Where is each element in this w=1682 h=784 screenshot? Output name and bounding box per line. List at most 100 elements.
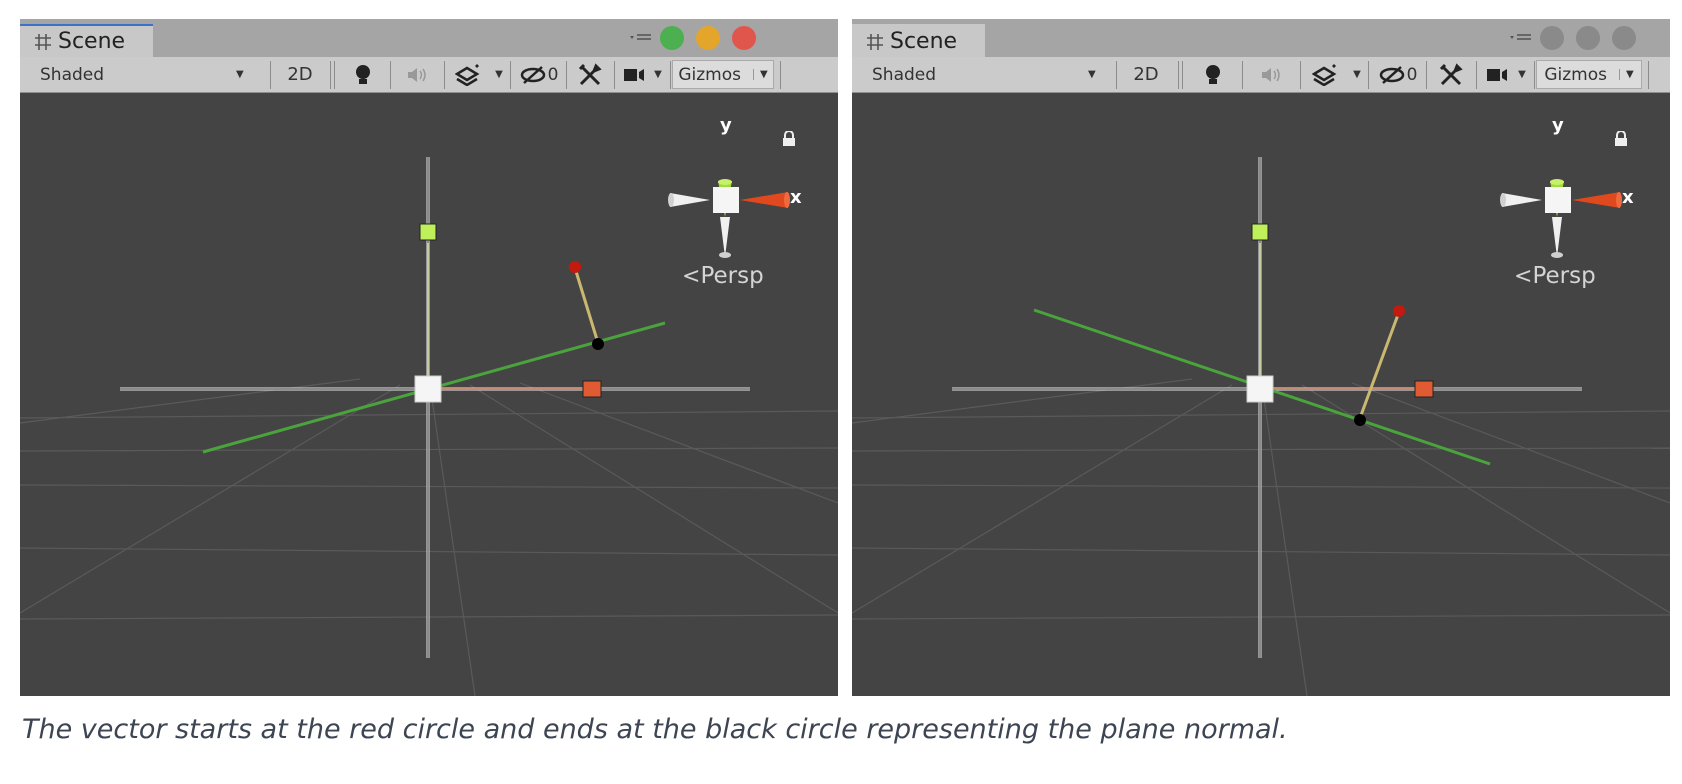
gizmos-dropdown[interactable]: Gizmos ▼ bbox=[672, 60, 774, 89]
chevron-down-icon: ▼ bbox=[1353, 69, 1361, 80]
chevron-down-icon: ▼ bbox=[1518, 69, 1526, 80]
y-axis-label: y bbox=[1552, 115, 1564, 136]
y-axis-label: y bbox=[720, 115, 732, 136]
audio-icon bbox=[1262, 67, 1280, 82]
projection-toggle[interactable]: <Persp bbox=[1514, 263, 1596, 289]
projection-label: Persp bbox=[1532, 263, 1596, 289]
chevron-down-icon: ▼ bbox=[495, 69, 503, 80]
visibility-icon bbox=[520, 65, 545, 84]
tab-scene[interactable]: Scene bbox=[852, 24, 985, 57]
x-axis-label: x bbox=[790, 187, 802, 208]
x-axis-handle bbox=[1414, 380, 1434, 398]
vector-end-point bbox=[592, 338, 604, 350]
vector-start-point bbox=[569, 261, 581, 273]
tab-menu-icon[interactable] bbox=[628, 31, 654, 45]
window-titlebar: Scene bbox=[20, 19, 838, 57]
scene-visibility-button[interactable]: 0 bbox=[514, 60, 564, 89]
effects-dropdown[interactable]: ▼ bbox=[1348, 60, 1366, 89]
2d-toggle-label: 2D bbox=[1133, 64, 1159, 85]
tab-label: Scene bbox=[58, 29, 126, 54]
lightbulb-icon bbox=[356, 64, 370, 84]
shading-mode-dropdown[interactable]: Shaded ▼ bbox=[20, 60, 270, 89]
2d-toggle-button[interactable]: 2D bbox=[276, 60, 324, 89]
minimize-button[interactable] bbox=[1576, 26, 1600, 50]
camera-dropdown[interactable]: ▼ bbox=[650, 60, 666, 89]
scene-window-left: Scene Shaded ▼ 2D ▼ bbox=[20, 19, 838, 696]
camera-settings-button[interactable] bbox=[618, 60, 652, 89]
y-axis-handle bbox=[1251, 223, 1269, 241]
2d-toggle-button[interactable]: 2D bbox=[1120, 60, 1172, 89]
close-button[interactable] bbox=[732, 26, 756, 50]
window-titlebar: Scene bbox=[852, 19, 1670, 57]
tab-menu-icon[interactable] bbox=[1508, 31, 1534, 45]
shading-mode-label: Shaded bbox=[872, 64, 937, 85]
origin-handle bbox=[1246, 375, 1274, 403]
lightbulb-icon bbox=[1206, 64, 1220, 84]
scene-viewport[interactable]: y x <Persp bbox=[852, 93, 1670, 696]
scene-canvas bbox=[20, 157, 838, 696]
lighting-toggle-button[interactable] bbox=[1186, 60, 1240, 89]
close-button[interactable] bbox=[1612, 26, 1636, 50]
normal-vector bbox=[1358, 311, 1401, 419]
audio-toggle-button[interactable] bbox=[1244, 60, 1298, 89]
orientation-gizmo bbox=[668, 179, 790, 258]
x-axis-label: x bbox=[1622, 187, 1634, 208]
audio-icon bbox=[408, 67, 426, 82]
effects-icon bbox=[1312, 63, 1337, 86]
lock-icon[interactable] bbox=[782, 131, 796, 147]
perspective-icon: < bbox=[1514, 264, 1533, 289]
tab-label: Scene bbox=[890, 29, 958, 54]
chevron-down-icon: ▼ bbox=[654, 69, 662, 80]
origin-handle bbox=[414, 375, 442, 403]
scene-canvas bbox=[852, 157, 1670, 696]
scene-toolbar: Shaded ▼ 2D ▼ 0 ▼ bbox=[20, 57, 838, 93]
effects-button[interactable] bbox=[1302, 60, 1348, 89]
camera-settings-button[interactable] bbox=[1480, 60, 1516, 89]
gizmos-label: Gizmos bbox=[678, 64, 741, 85]
tools-button[interactable] bbox=[570, 60, 610, 89]
shading-mode-dropdown[interactable]: Shaded ▼ bbox=[852, 60, 1102, 89]
audio-toggle-button[interactable] bbox=[392, 60, 442, 89]
hidden-count: 0 bbox=[1406, 64, 1418, 85]
2d-toggle-label: 2D bbox=[287, 64, 313, 85]
scene-window-right: Scene Shaded ▼ 2D ▼ bbox=[852, 19, 1670, 696]
x-axis-handle bbox=[582, 380, 602, 398]
floor-grid bbox=[20, 378, 838, 696]
effects-button[interactable] bbox=[446, 60, 490, 89]
projection-toggle[interactable]: <Persp bbox=[682, 263, 764, 289]
scene-viewport[interactable]: y x <Persp bbox=[20, 93, 838, 696]
chevron-down-icon: ▼ bbox=[752, 69, 768, 80]
projection-label: Persp bbox=[700, 263, 764, 289]
scene-toolbar: Shaded ▼ 2D ▼ 0 ▼ bbox=[852, 57, 1670, 93]
maximize-button[interactable] bbox=[660, 26, 684, 50]
normal-vector bbox=[573, 267, 600, 344]
maximize-button[interactable] bbox=[1540, 26, 1564, 50]
tab-scene[interactable]: Scene bbox=[20, 24, 153, 57]
grid-icon bbox=[867, 33, 883, 50]
tools-button[interactable] bbox=[1430, 60, 1472, 89]
tools-icon bbox=[1439, 62, 1463, 85]
shading-mode-label: Shaded bbox=[40, 64, 105, 85]
gizmos-label: Gizmos bbox=[1544, 64, 1607, 85]
chevron-down-icon: ▼ bbox=[1088, 69, 1096, 80]
camera-icon bbox=[624, 68, 644, 81]
chevron-down-icon: ▼ bbox=[1618, 69, 1634, 80]
figure-caption: The vector starts at the red circle and … bbox=[22, 714, 1288, 745]
vector-end-point bbox=[1354, 414, 1366, 426]
camera-icon bbox=[1487, 68, 1507, 81]
lock-icon[interactable] bbox=[1614, 131, 1628, 147]
grid-icon bbox=[35, 33, 51, 50]
camera-dropdown[interactable]: ▼ bbox=[1514, 60, 1530, 89]
scene-visibility-button[interactable]: 0 bbox=[1372, 60, 1424, 89]
tools-icon bbox=[578, 62, 602, 85]
gizmos-dropdown[interactable]: Gizmos ▼ bbox=[1536, 60, 1642, 89]
vector-start-point bbox=[1393, 305, 1405, 317]
orientation-gizmo bbox=[1500, 179, 1622, 258]
visibility-icon bbox=[1379, 65, 1404, 84]
hidden-count: 0 bbox=[547, 64, 559, 85]
y-axis-handle bbox=[419, 223, 437, 241]
lighting-toggle-button[interactable] bbox=[338, 60, 388, 89]
minimize-button[interactable] bbox=[696, 26, 720, 50]
chevron-down-icon: ▼ bbox=[236, 69, 244, 80]
effects-dropdown[interactable]: ▼ bbox=[490, 60, 508, 89]
